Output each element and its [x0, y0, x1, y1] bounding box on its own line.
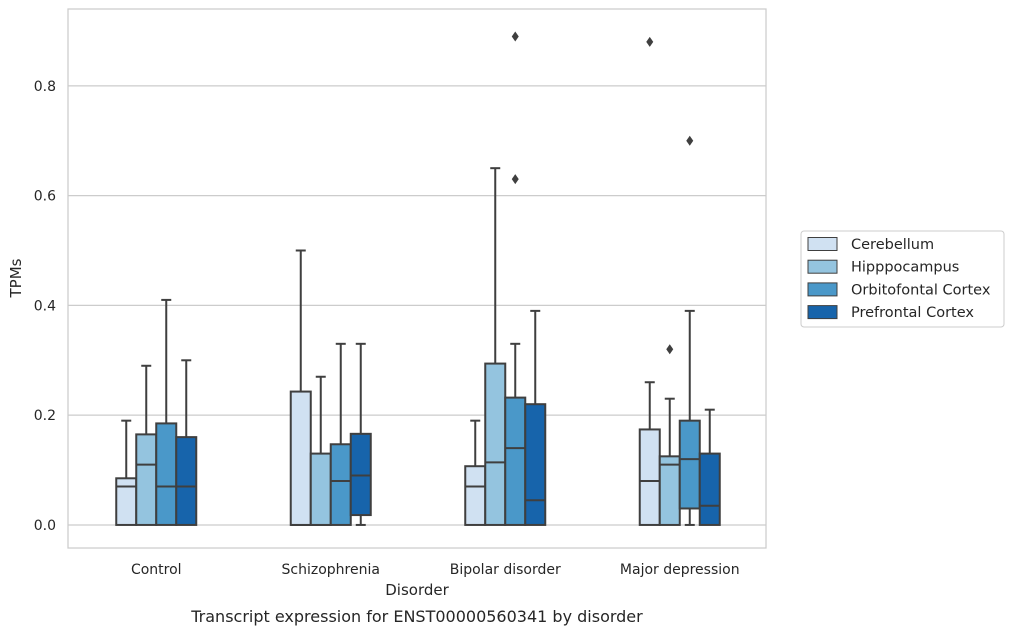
- legend-label: Hipppocampus: [851, 260, 959, 276]
- box: [135, 433, 158, 526]
- box-group: [349, 342, 372, 526]
- x-axis-title: Disorder: [385, 581, 449, 599]
- box-group: [504, 31, 527, 526]
- x-tick-label: Bipolar disorder: [450, 562, 561, 578]
- box-group: [115, 419, 138, 526]
- box: [504, 396, 527, 526]
- outlier-point: [686, 135, 694, 146]
- box: [658, 455, 681, 526]
- y-tick-label: 0.0: [34, 518, 56, 534]
- box-group: [175, 359, 198, 526]
- y-tick-labels: 0.0 0.2 0.4 0.6 0.8: [34, 79, 56, 534]
- plot-frame: [67, 8, 767, 549]
- box: [349, 432, 372, 517]
- box-group: [698, 408, 721, 526]
- outlier-point: [666, 344, 674, 355]
- y-axis-title: TPMs: [7, 258, 25, 298]
- box-group: [678, 135, 701, 526]
- box: [329, 443, 352, 526]
- box: [524, 403, 547, 526]
- chart-caption: Transcript expression for ENST0000056034…: [190, 607, 643, 626]
- y-tick-label: 0.2: [34, 408, 56, 424]
- y-tick-label: 0.4: [34, 298, 56, 314]
- legend-label: Cerebellum: [851, 237, 934, 253]
- box: [175, 436, 198, 526]
- x-tick-labels: Control Schizophrenia Bipolar disorder Majo…: [131, 562, 740, 578]
- box-group: [329, 342, 352, 526]
- legend-swatch: [807, 237, 838, 251]
- box: [638, 428, 661, 526]
- box: [484, 362, 507, 526]
- outlier-point: [511, 31, 519, 42]
- legend: Cerebellum Hipppocampus Orbitofontal Corte…: [800, 230, 1005, 328]
- y-tick-label: 0.8: [34, 79, 56, 95]
- box: [698, 452, 721, 526]
- box: [678, 419, 701, 510]
- x-tick-label: Major depression: [620, 562, 740, 578]
- y-tick-label: 0.6: [34, 189, 56, 205]
- box: [115, 477, 138, 526]
- outlier-point: [511, 174, 519, 185]
- box-group: [155, 298, 178, 526]
- x-tick-label: Control: [131, 562, 182, 578]
- x-tick-label: Schizophrenia: [282, 562, 380, 578]
- box-group: [524, 309, 547, 526]
- box: [155, 422, 178, 526]
- legend-swatch: [807, 305, 838, 320]
- box-group: [484, 167, 507, 526]
- boxes: [115, 31, 721, 526]
- box: [464, 465, 487, 526]
- legend-swatch: [807, 259, 838, 274]
- legend-frame: [800, 230, 1005, 328]
- box-group: [658, 344, 681, 526]
- legend-label: Orbitofontal Cortex: [851, 282, 991, 298]
- legend-label: Prefrontal Cortex: [851, 305, 974, 321]
- box: [289, 390, 312, 526]
- outlier-point: [646, 36, 654, 47]
- box: [309, 452, 332, 526]
- legend-swatch: [807, 282, 838, 297]
- box-group: [309, 375, 332, 526]
